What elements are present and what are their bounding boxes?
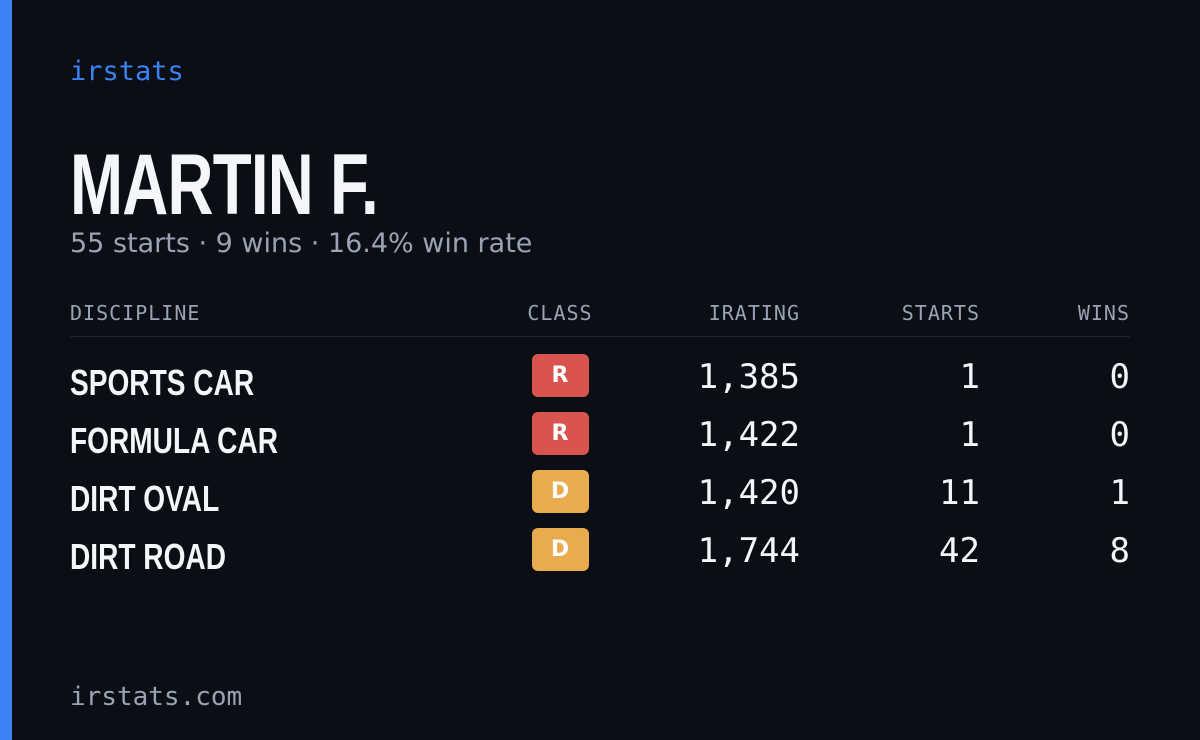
wins: 0 bbox=[1109, 415, 1130, 455]
player-name: MARTIN F. bbox=[70, 137, 379, 233]
class-badge: R bbox=[531, 354, 589, 397]
discipline: DIRT ROAD bbox=[70, 536, 226, 577]
wins: 0 bbox=[1109, 357, 1130, 397]
column-header: STARTS bbox=[901, 301, 980, 325]
brand: irstats bbox=[70, 56, 184, 87]
starts: 1 bbox=[959, 357, 980, 397]
irating: 1,420 bbox=[697, 473, 800, 513]
header-rule bbox=[70, 336, 1130, 337]
discipline: FORMULA CAR bbox=[70, 420, 278, 461]
wins: 1 bbox=[1109, 473, 1130, 513]
irating: 1,422 bbox=[697, 415, 800, 455]
accent-stripe bbox=[0, 0, 12, 740]
column-header: CLASS bbox=[527, 301, 593, 325]
irating: 1,744 bbox=[697, 531, 800, 571]
discipline: SPORTS CAR bbox=[70, 362, 255, 403]
starts: 11 bbox=[939, 473, 980, 513]
class-badge: D bbox=[531, 470, 589, 513]
irating: 1,385 bbox=[697, 357, 800, 397]
class-badge: D bbox=[531, 528, 589, 571]
starts: 1 bbox=[959, 415, 980, 455]
starts: 42 bbox=[939, 531, 980, 571]
wins: 8 bbox=[1109, 531, 1130, 571]
column-header: WINS bbox=[1077, 301, 1130, 325]
column-header: IRATING bbox=[708, 301, 800, 325]
column-header: DISCIPLINE bbox=[70, 301, 201, 325]
footer-url: irstats.com bbox=[70, 682, 243, 712]
class-badge: R bbox=[531, 412, 589, 455]
summary: 55 starts · 9 wins · 16.4% win rate bbox=[70, 228, 533, 259]
discipline: DIRT OVAL bbox=[70, 478, 220, 519]
